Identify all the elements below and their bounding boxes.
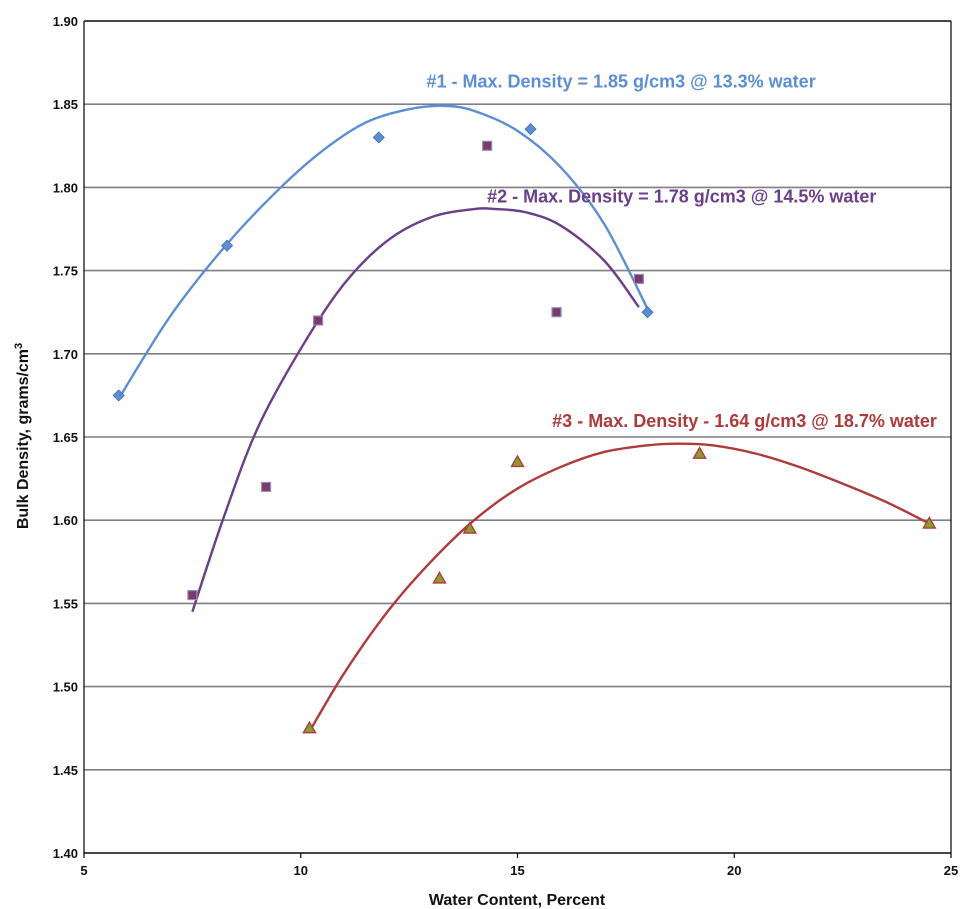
series-3-curve bbox=[308, 442, 930, 733]
grid-layer bbox=[84, 20, 951, 854]
series-3-point bbox=[922, 516, 937, 529]
series-1-point bbox=[220, 239, 234, 252]
y-tick-label: 1.70 bbox=[53, 347, 78, 362]
series-2-point bbox=[551, 307, 562, 318]
y-axis-title-text: Bulk Density, grams/cm bbox=[15, 349, 32, 529]
series-2-point bbox=[312, 315, 324, 326]
series-1-point bbox=[641, 306, 654, 319]
series-3-point bbox=[302, 720, 317, 734]
series-3-point bbox=[510, 454, 525, 468]
y-axis-title-superscript: 3 bbox=[13, 343, 25, 349]
y-tick-label: 1.80 bbox=[53, 180, 78, 195]
point-layer bbox=[112, 123, 937, 734]
curve-layer bbox=[117, 104, 930, 733]
x-tick-label: 20 bbox=[727, 863, 741, 878]
series-2-point bbox=[187, 589, 198, 601]
x-tick-label: 5 bbox=[80, 863, 87, 878]
y-tick-label: 1.85 bbox=[53, 97, 78, 112]
x-tick-label: 25 bbox=[944, 863, 958, 878]
series-2-point bbox=[633, 273, 644, 285]
y-tick-label: 1.65 bbox=[53, 430, 78, 445]
series-2-curve bbox=[191, 207, 640, 613]
series-1-curve bbox=[117, 104, 649, 400]
series-1-annotation: #1 - Max. Density = 1.85 g/cm3 @ 13.3% w… bbox=[426, 72, 815, 92]
y-tick-label: 1.50 bbox=[53, 680, 78, 695]
label-layer: #1 - Max. Density = 1.85 g/cm3 @ 13.3% w… bbox=[426, 72, 936, 431]
series-2-point bbox=[260, 481, 272, 493]
series-1-point bbox=[372, 131, 385, 144]
series-2-annotation: #2 - Max. Density = 1.78 g/cm3 @ 14.5% w… bbox=[487, 186, 876, 206]
x-axis-title: Water Content, Percent bbox=[429, 892, 606, 909]
x-tick-label: 15 bbox=[510, 863, 524, 878]
y-tick-label: 1.55 bbox=[53, 596, 78, 611]
series-3-point bbox=[432, 571, 447, 584]
axis-layer: 1.40 1.45 1.50 1.55 1.60 1.65 1.70 1.75 1.80 1.85… bbox=[53, 14, 959, 878]
y-tick-label: 1.60 bbox=[53, 513, 78, 528]
series-1-point bbox=[524, 123, 537, 136]
y-tick-label: 1.45 bbox=[53, 763, 78, 778]
series-3-point bbox=[462, 521, 478, 534]
series-3-point bbox=[692, 446, 707, 459]
y-tick-label: 1.90 bbox=[53, 14, 78, 29]
y-tick-label: 1.75 bbox=[53, 264, 78, 279]
y-tick-label: 1.40 bbox=[53, 846, 78, 861]
series-1-point bbox=[112, 389, 125, 402]
y-axis-title: Bulk Density, grams/cm3 bbox=[13, 343, 32, 529]
series-3-annotation: #3 - Max. Density - 1.64 g/cm3 @ 18.7% w… bbox=[552, 411, 937, 431]
series-2-point bbox=[482, 140, 493, 151]
x-tick-label: 10 bbox=[294, 863, 308, 878]
